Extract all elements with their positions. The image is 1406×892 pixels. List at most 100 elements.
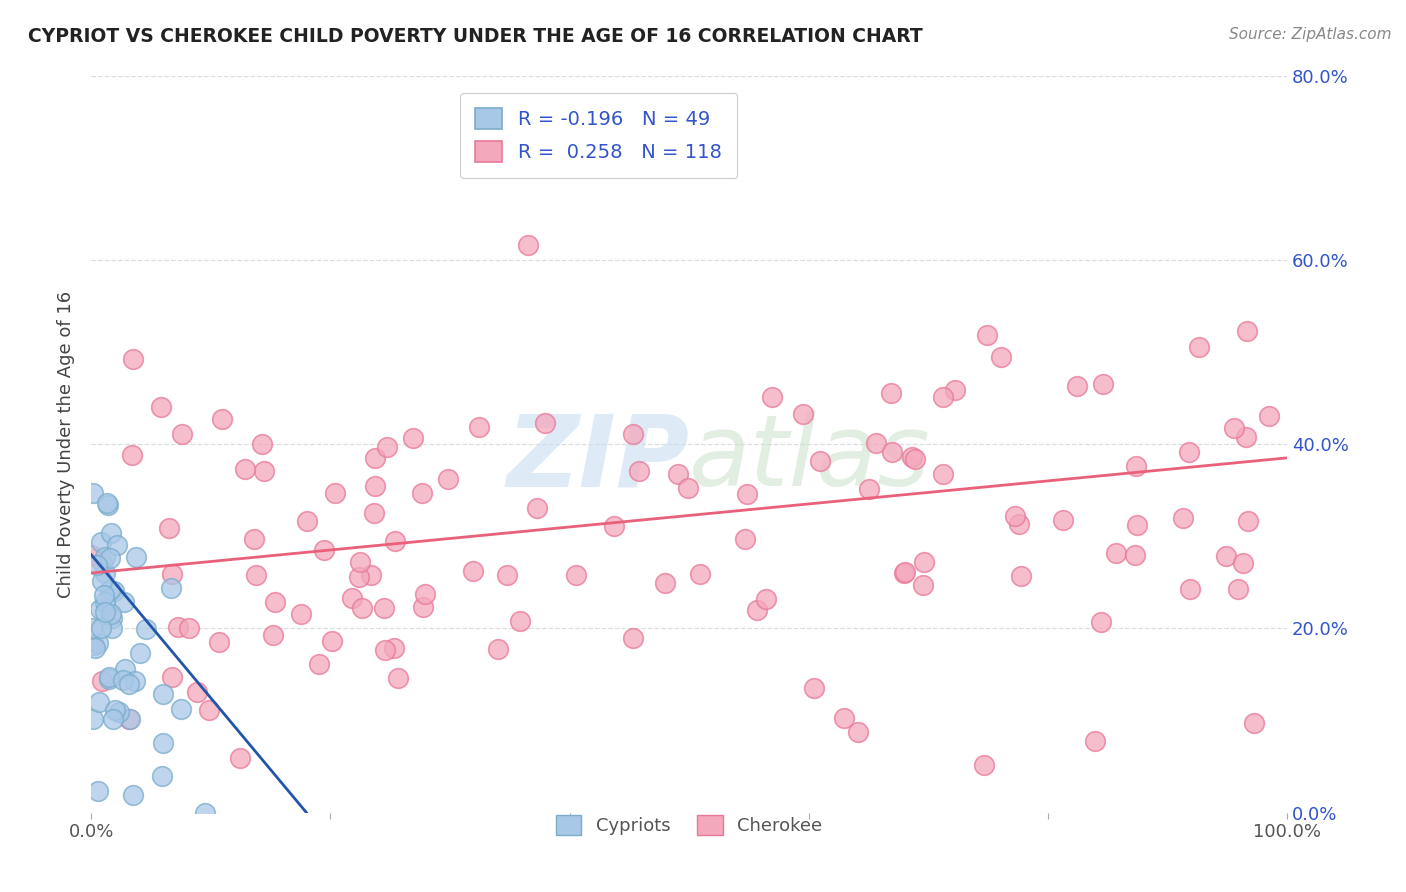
Point xyxy=(87,784,110,798)
Point xyxy=(243,532,266,546)
Point xyxy=(735,486,758,500)
Point xyxy=(150,769,173,783)
Point xyxy=(98,550,121,565)
Point xyxy=(103,583,125,598)
Point xyxy=(118,676,141,690)
Point xyxy=(1125,458,1147,473)
Point xyxy=(1091,377,1114,392)
Point xyxy=(103,712,125,726)
Point xyxy=(208,634,231,648)
Point xyxy=(468,420,491,434)
Point xyxy=(932,467,955,481)
Point xyxy=(235,461,257,475)
Point xyxy=(152,687,174,701)
Text: atlas: atlas xyxy=(689,410,931,508)
Point xyxy=(89,602,111,616)
Point xyxy=(118,712,141,726)
Point xyxy=(1052,513,1074,527)
Point xyxy=(463,564,485,578)
Point xyxy=(364,451,387,466)
Point xyxy=(1178,582,1201,596)
Point xyxy=(1237,514,1260,528)
Point xyxy=(526,500,548,515)
Point xyxy=(402,431,425,445)
Point xyxy=(1187,341,1209,355)
Point xyxy=(375,440,398,454)
Point xyxy=(1173,511,1195,525)
Point xyxy=(352,600,374,615)
Point xyxy=(82,486,104,500)
Point xyxy=(98,582,121,597)
Point xyxy=(100,607,122,622)
Point xyxy=(121,448,143,462)
Point xyxy=(290,607,312,621)
Point xyxy=(101,611,124,625)
Point xyxy=(98,670,121,684)
Point xyxy=(263,595,285,609)
Point xyxy=(834,711,856,725)
Point xyxy=(1177,445,1199,459)
Point xyxy=(1232,556,1254,570)
Point xyxy=(82,621,104,635)
Point xyxy=(848,725,870,739)
Point xyxy=(734,532,756,546)
Point xyxy=(1084,733,1107,747)
Point xyxy=(97,499,120,513)
Point xyxy=(1090,615,1112,630)
Point xyxy=(198,703,221,717)
Point xyxy=(1215,549,1237,563)
Point xyxy=(323,485,346,500)
Point xyxy=(98,672,121,686)
Point xyxy=(374,643,396,657)
Point xyxy=(912,555,935,569)
Point xyxy=(384,534,406,549)
Point xyxy=(128,646,150,660)
Point xyxy=(893,565,915,579)
Point xyxy=(1223,421,1246,435)
Point xyxy=(1258,409,1281,424)
Point xyxy=(761,390,783,404)
Point xyxy=(412,600,434,615)
Point xyxy=(125,550,148,565)
Point xyxy=(135,623,157,637)
Point xyxy=(118,712,141,726)
Point xyxy=(121,788,143,802)
Legend: Cypriots, Cherokee: Cypriots, Cherokee xyxy=(547,806,831,844)
Point xyxy=(533,416,555,430)
Point xyxy=(308,657,330,672)
Point xyxy=(486,641,509,656)
Point xyxy=(1236,324,1258,338)
Point xyxy=(86,558,108,572)
Point xyxy=(82,713,104,727)
Point xyxy=(880,444,903,458)
Point xyxy=(689,566,711,581)
Point xyxy=(160,582,183,596)
Point xyxy=(93,588,115,602)
Point xyxy=(262,628,284,642)
Point xyxy=(1105,546,1128,560)
Point xyxy=(623,427,645,442)
Point xyxy=(229,751,252,765)
Point xyxy=(364,478,387,492)
Point xyxy=(94,566,117,581)
Point xyxy=(349,570,371,584)
Point xyxy=(90,621,112,635)
Point xyxy=(112,595,135,609)
Point xyxy=(411,486,433,500)
Text: CYPRIOT VS CHEROKEE CHILD POVERTY UNDER THE AGE OF 16 CORRELATION CHART: CYPRIOT VS CHEROKEE CHILD POVERTY UNDER … xyxy=(28,27,922,45)
Text: Source: ZipAtlas.com: Source: ZipAtlas.com xyxy=(1229,27,1392,42)
Point xyxy=(900,450,922,464)
Point xyxy=(621,631,644,645)
Point xyxy=(83,638,105,652)
Point xyxy=(990,350,1012,364)
Point xyxy=(96,496,118,510)
Point xyxy=(676,481,699,495)
Point xyxy=(654,576,676,591)
Point xyxy=(1123,548,1146,562)
Point xyxy=(211,412,233,426)
Point xyxy=(91,674,114,689)
Point xyxy=(415,587,437,601)
Point xyxy=(360,568,382,582)
Point xyxy=(565,567,588,582)
Point xyxy=(754,592,776,607)
